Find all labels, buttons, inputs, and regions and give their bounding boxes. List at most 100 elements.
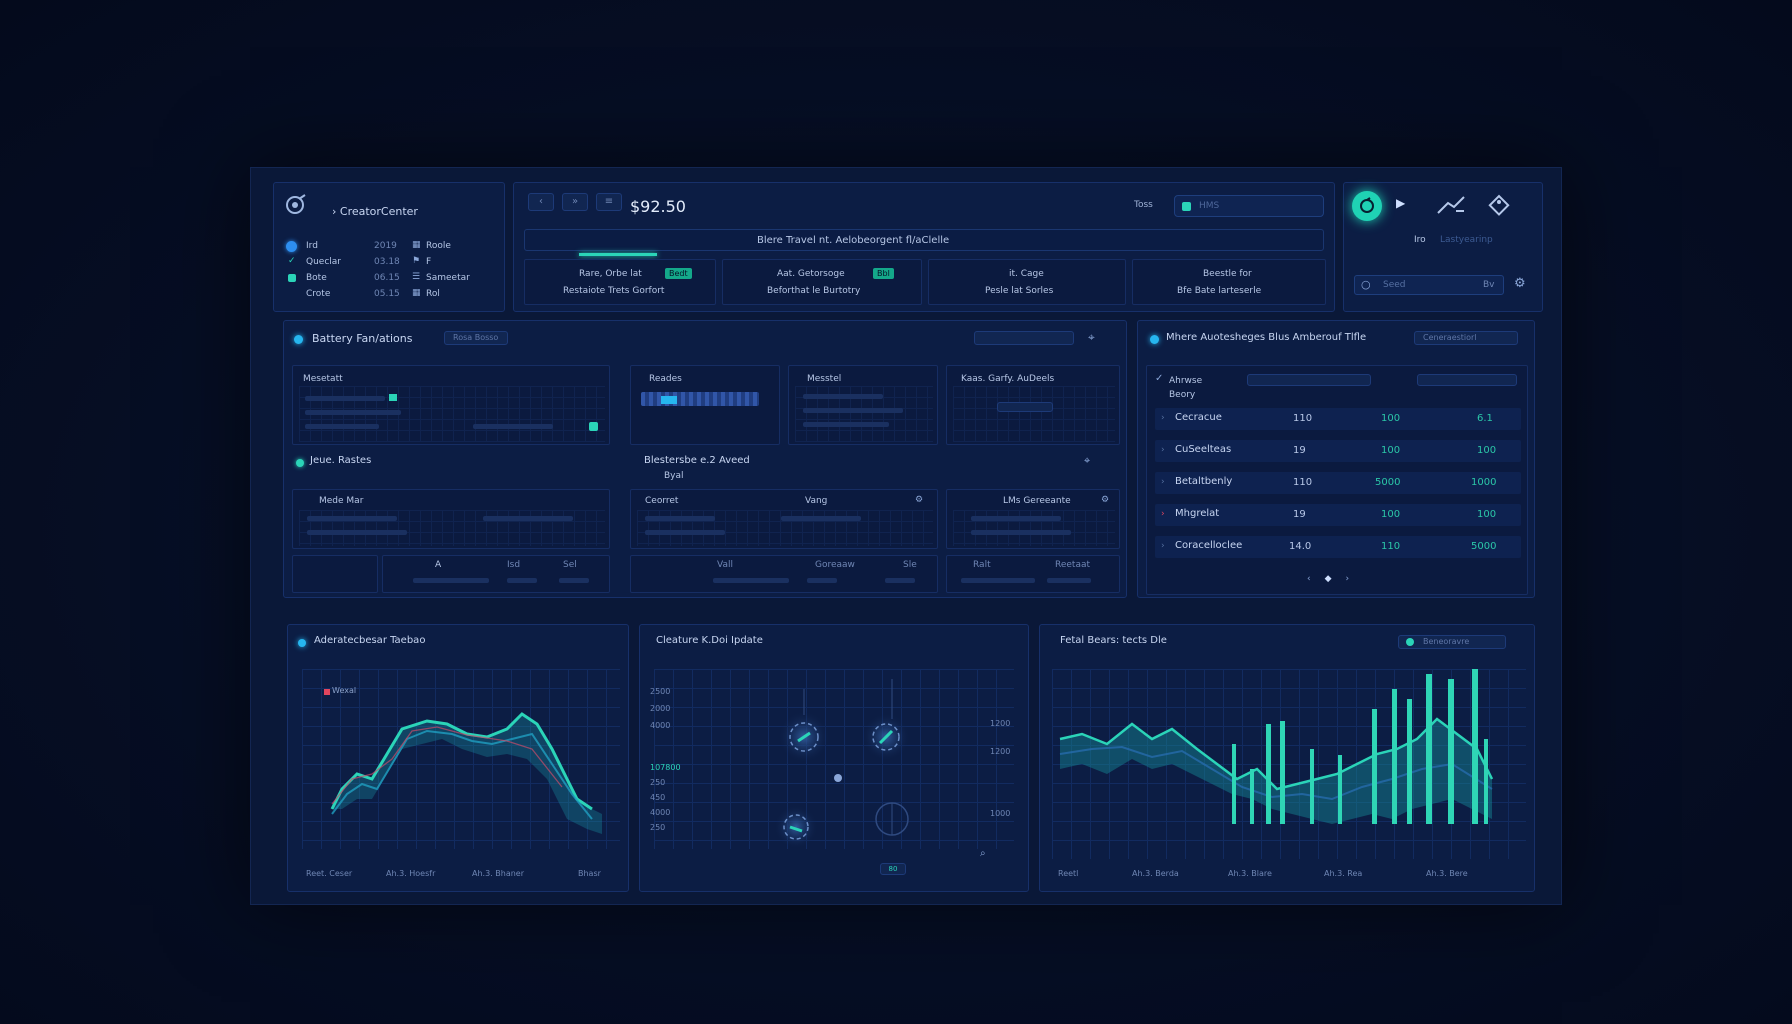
chart3-bar[interactable] [1280, 721, 1285, 824]
settings-icon[interactable]: ⚙ [1514, 276, 1526, 291]
table-row[interactable]: › Mhgrelat 19 100 100 [1155, 500, 1521, 532]
pager-next-button[interactable]: › [1345, 574, 1350, 584]
menu-button[interactable]: ≡ [596, 193, 622, 211]
gauge-logo-icon[interactable] [284, 193, 308, 217]
chart1-xlabel: Ah.3. Bhaner [472, 869, 525, 878]
play-icon[interactable]: ▶ [1396, 196, 1406, 210]
summary-card[interactable]: it. Cage Pesle lat Sorles [928, 259, 1126, 305]
battery-filter[interactable] [974, 331, 1074, 345]
table-pager: ‹ ◆ › [1307, 574, 1349, 584]
forward-button[interactable]: » [562, 193, 588, 211]
pager-current[interactable]: ◆ [1324, 574, 1332, 584]
placeholder-line [307, 530, 407, 535]
search-input[interactable]: HMS [1174, 195, 1324, 217]
table-header-button[interactable]: Ceneraestiorl [1414, 331, 1518, 345]
placeholder-line [413, 578, 489, 583]
top-right-panel: ▶ Iro Lastyearinp ○ Seed Bv ⚙ [1343, 182, 1543, 312]
table-row[interactable]: › Coracelloclee 14.0 110 5000 [1155, 532, 1521, 564]
battery-card[interactable]: Messtel [788, 365, 938, 445]
placeholder-line [807, 578, 837, 583]
battery-card[interactable]: Mesetatt [292, 365, 610, 445]
table-sort[interactable] [1417, 374, 1517, 386]
section2-card-title: LMs Gereeante [1003, 496, 1071, 506]
chart3-bar[interactable] [1484, 739, 1488, 824]
right-search-input[interactable]: ○ Seed Bv [1354, 275, 1504, 295]
tag-icon[interactable] [1486, 193, 1512, 219]
table-row[interactable]: › Betaltbenly 110 5000 1000 [1155, 468, 1521, 500]
section2-card[interactable]: LMs Gereeante ⚙ [946, 489, 1120, 549]
profile-row[interactable]: Crote 05.15 ▦ Rol [286, 287, 494, 303]
footer-cell[interactable]: A Isd Sel [382, 555, 610, 593]
battery-card[interactable]: Kaas. Garfy. AuDeels [946, 365, 1120, 445]
chart2-right-label: 1200 [990, 719, 1011, 728]
chart3-bar[interactable] [1338, 755, 1342, 824]
chart3-bar[interactable] [1448, 679, 1454, 824]
footer-label: Goreaaw [815, 560, 855, 570]
placeholder-line [507, 578, 537, 583]
chart1-line-main [330, 712, 593, 811]
search-icon[interactable]: ⌕ [980, 848, 986, 859]
footer-cell[interactable]: Vall Goreaaw Sle [630, 555, 938, 593]
battery-tag[interactable]: Rosa Bosso [444, 331, 508, 345]
refresh-icon[interactable] [1352, 191, 1382, 221]
chart3-bar[interactable] [1232, 744, 1236, 824]
battery-card[interactable]: Reades [630, 365, 780, 445]
summary-card[interactable]: Beestle for Bfe Bate larteserle [1132, 259, 1326, 305]
card-chip [997, 402, 1053, 412]
chart3-bar[interactable] [1407, 699, 1412, 824]
cluster-node[interactable] [774, 805, 818, 849]
brand-link[interactable]: › CreatorCenter [332, 205, 418, 218]
info-banner: Blere Travel nt. Aelobeorgent fl/aClelle [524, 229, 1324, 251]
row-name: Cecracue [1175, 412, 1222, 423]
footer-cell[interactable]: Ralt Reetaat [946, 555, 1120, 593]
chart3-bar[interactable] [1250, 769, 1254, 824]
chart3-bar[interactable] [1472, 669, 1478, 824]
settings-icon[interactable]: ⚙ [915, 495, 924, 505]
cluster-marker [797, 731, 811, 743]
table-panel: Mhere Auotesheges Blus Amberouf Tlfle Ce… [1137, 320, 1535, 598]
chart3-bar[interactable] [1372, 709, 1377, 824]
chart1-line-alert [331, 726, 563, 805]
profile-row-value: 05.15 [374, 289, 400, 299]
chart1-xlabel: Reet. Ceser [306, 869, 353, 878]
summary-card-title: Aat. Getorsoge [777, 269, 845, 279]
profile-row[interactable]: ✓ Queclar 03.18 ⚑ F [286, 255, 494, 271]
chart3-xlabel: Ah.3. Blare [1228, 869, 1272, 878]
chart1-grid [302, 669, 620, 849]
chart3-button[interactable]: Beneoravre [1398, 635, 1506, 649]
section2-card-title: Vang [805, 496, 828, 506]
back-button[interactable]: ‹ [528, 193, 554, 211]
profile-row[interactable]: Bote 06.15 ☰ Sameetar [286, 271, 494, 287]
chart-trend-icon[interactable] [1436, 193, 1466, 219]
table-subhead: Ahrwse Beory [1169, 376, 1203, 400]
pin-icon[interactable]: ⌖ [1084, 454, 1091, 467]
settings-icon[interactable]: ⚙ [1101, 495, 1110, 505]
table-row[interactable]: › CuSeelteas 19 100 100 [1155, 436, 1521, 468]
section2-card[interactable]: Ceorret Vang ⚙ [630, 489, 938, 549]
cluster-center [834, 774, 842, 782]
row-value-2: 100 [1381, 509, 1401, 520]
chart3-bar[interactable] [1392, 689, 1397, 824]
pin-icon[interactable]: ⌖ [1088, 330, 1095, 344]
profile-row[interactable]: Ird 2019 ▦ Roole [286, 239, 494, 255]
section2-center-title: Blestersbe e.2 Aveed [644, 455, 750, 466]
chart3-bar[interactable] [1426, 674, 1432, 824]
row-bullet-icon: › [1161, 413, 1165, 423]
summary-card[interactable]: Rare, Orbe lat Bedt Restaiote Trets Gorf… [524, 259, 716, 305]
battery-card-title: Mesetatt [303, 374, 343, 384]
chart3-bar[interactable] [1266, 724, 1271, 824]
right-search-value: Seed [1383, 280, 1406, 290]
data-table: ✓ Ahrwse Beory › Cecracue 110 100 6.1 › … [1146, 365, 1528, 595]
chart1-xlabel: Ah.3. Hoesfr [386, 869, 436, 878]
chart3-bar[interactable] [1310, 749, 1314, 824]
table-filter[interactable] [1247, 374, 1371, 386]
section2-card[interactable]: Mede Mar [292, 489, 610, 549]
chart2-chip[interactable]: 80 [880, 863, 906, 875]
summary-card[interactable]: Aat. Getorsoge Bbl Beforthat le Burtotry [722, 259, 922, 305]
summary-card-subtitle: Beforthat le Burtotry [767, 286, 861, 296]
chart1-area [332, 714, 602, 834]
section2-card-title: Mede Mar [319, 496, 364, 506]
pager-prev-button[interactable]: ‹ [1307, 574, 1311, 584]
table-row[interactable]: › Cecracue 110 100 6.1 [1155, 404, 1521, 436]
chart2-ylabel: 250 [650, 778, 666, 787]
